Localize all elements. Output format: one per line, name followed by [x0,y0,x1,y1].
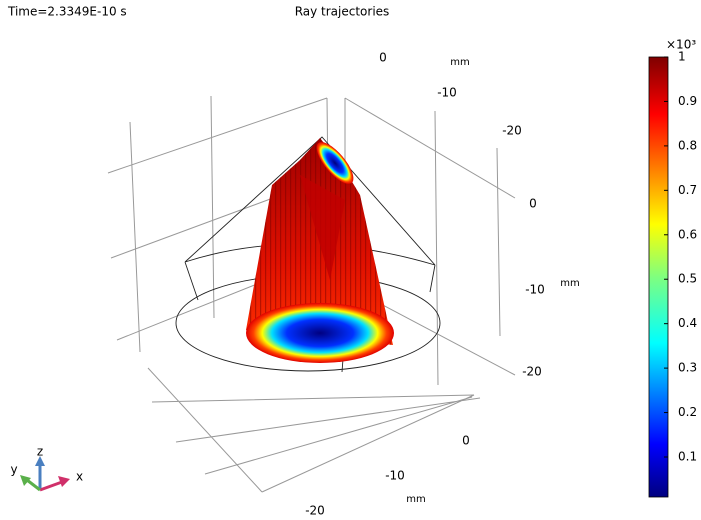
z-tick-label: -20 [522,365,542,379]
colorbar-tick-label: 0.8 [678,138,697,152]
triad-label: x [76,470,83,484]
z-axis-unit: mm [560,278,579,289]
time-label: Time=2.3349E-10 s [7,5,127,19]
colorbar-tick-label: 0.7 [678,183,697,197]
colorbar-tick-label: 0.1 [678,450,697,464]
y-tick-label: -10 [437,86,457,100]
colorbar-tick-label: 0.4 [678,316,697,330]
x-axis-unit: mm [406,494,425,505]
plot-title: Ray trajectories [295,5,390,19]
y-tick-label: 0 [379,51,387,65]
colorbar-tick-label: 0.2 [678,405,697,419]
z-tick-label: -10 [525,283,545,297]
colorbar [649,57,668,497]
colorbar-tick-label: 0.3 [678,361,697,375]
colorbar-tick-label: 0.6 [678,227,697,241]
triad-label: y [10,463,17,477]
y-tick-label: -20 [502,124,522,138]
triad: z x y [10,445,83,491]
colorbar-tick-label: 1 [678,50,686,64]
colorbar-tick-label: 0.5 [678,272,697,286]
ray-bundle [246,137,394,363]
colorbar-tick-label: 0.9 [678,94,697,108]
triad-label: z [37,445,43,459]
x-tick-label: -20 [305,504,325,518]
plot: z x y Time=2.3349E-10 s Ray trajectories… [0,0,701,520]
x-tick-label: 0 [462,434,470,448]
z-tick-label: 0 [529,197,537,211]
y-axis-unit: mm [450,57,469,68]
x-tick-label: -10 [385,469,405,483]
